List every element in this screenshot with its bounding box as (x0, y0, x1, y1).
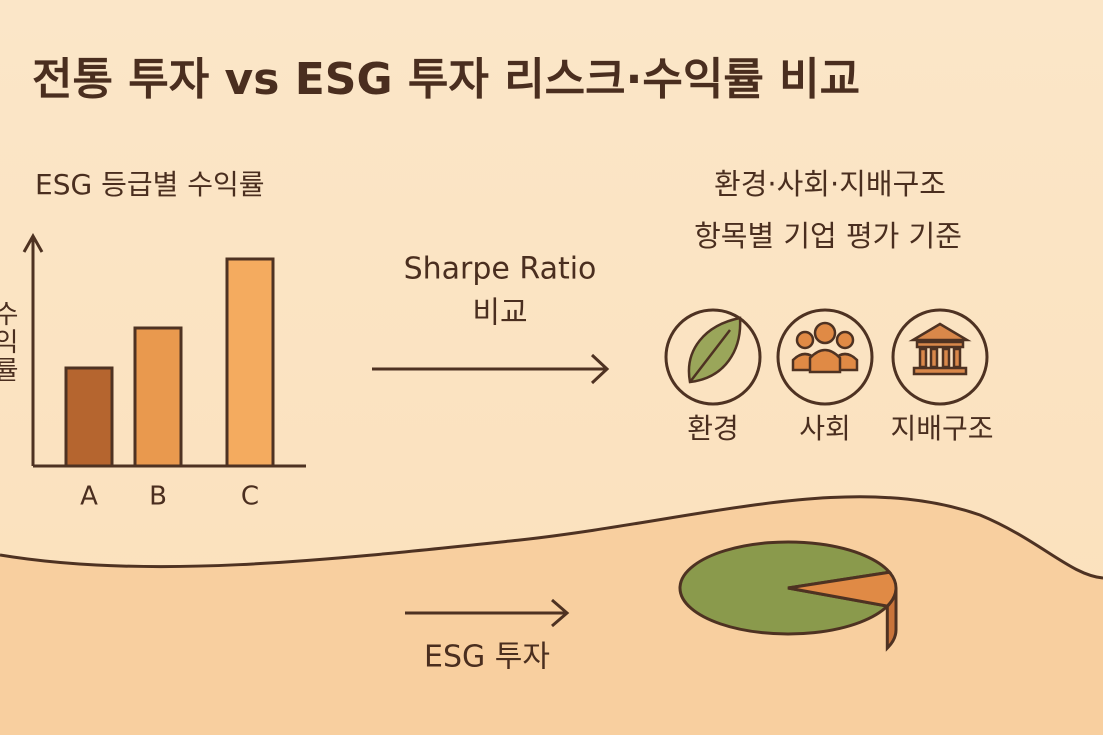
pie (678, 540, 898, 652)
criteria-line: 항목별 기업 평가 기준 (694, 219, 962, 253)
bar (225, 257, 275, 468)
icons (664, 308, 989, 406)
arrow (405, 598, 570, 628)
bar-chart-title: ESG 등급별 수익률 (35, 168, 265, 201)
icon-circle (664, 308, 762, 406)
arrow (372, 353, 610, 385)
page-title: 전통 투자 vs ESG 투자 리스크·수익률 비교 (32, 54, 860, 105)
y-axis-label: 수익률 (0, 300, 19, 384)
pie-slice (787, 570, 898, 608)
sharpe-line: 비교 (472, 296, 527, 331)
y-axis (22, 232, 44, 466)
bar (133, 326, 183, 468)
sharpe-line: Sharpe Ratio (404, 252, 597, 287)
leaf-vein (689, 329, 731, 383)
x-tick-label: B (149, 482, 167, 512)
pie-slice (678, 540, 893, 636)
building-icon (908, 322, 972, 376)
icon-circle (891, 308, 989, 406)
icon-circle (776, 308, 874, 406)
x-tick-label: A (80, 482, 98, 512)
criteria-item: 환경 (687, 412, 739, 445)
criteria-line: 환경·사회·지배구조 (714, 167, 946, 201)
esg-investment-label: ESG 투자 (424, 640, 550, 675)
x-tick-label: C (241, 482, 259, 512)
wave-line (0, 495, 1103, 580)
criteria-item: 사회 (799, 412, 851, 445)
people-icon (791, 321, 859, 374)
criteria-item: 지배구조 (890, 412, 993, 445)
bar (64, 366, 114, 468)
